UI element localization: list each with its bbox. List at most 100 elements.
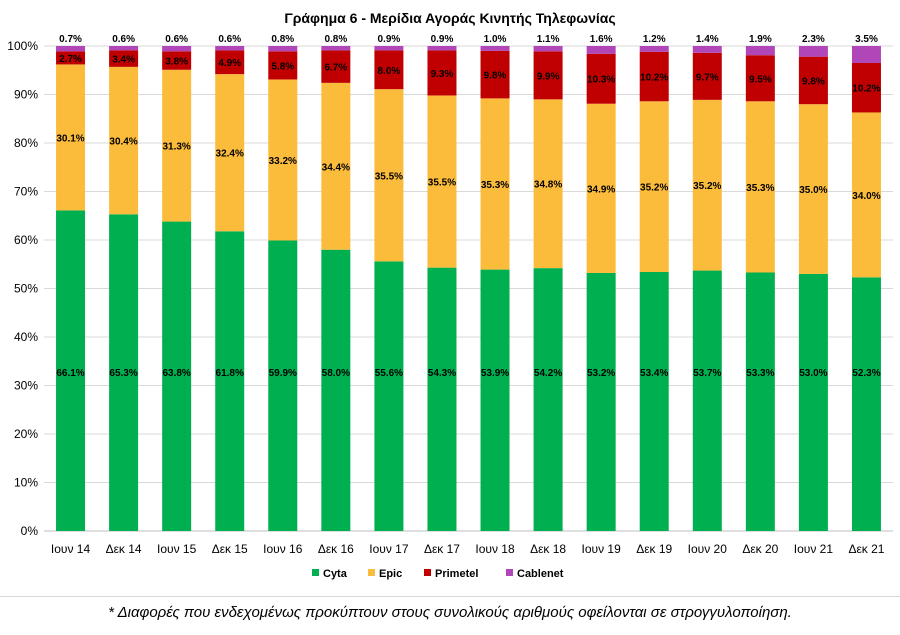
x-tick-label: Ιουν 16 (263, 542, 303, 556)
bar-group: 59.9% 33.2% 5.8% 0.8% (268, 34, 298, 532)
bar-segment-cyta (268, 240, 298, 532)
data-label-epic: 30.1% (56, 133, 84, 144)
data-label-cyta: 55.6% (375, 368, 403, 379)
bar-segment-primetel (427, 50, 457, 96)
x-tick-label: Ιουν 14 (51, 542, 91, 556)
legend-label: Cablenet (517, 568, 564, 580)
data-label-cyta: 53.9% (481, 368, 509, 379)
legend-swatch (312, 569, 319, 576)
bar-group: 53.9% 35.3% 9.8% 1.0% (480, 34, 510, 531)
legend-label: Cyta (323, 568, 348, 580)
data-label-cyta: 53.2% (587, 368, 615, 379)
y-tick-label: 60% (14, 233, 38, 247)
data-label-epic: 35.3% (746, 183, 774, 194)
y-tick-label: 10% (14, 476, 38, 490)
bar-segment-cyta (639, 272, 669, 531)
data-label-epic: 34.4% (322, 162, 350, 173)
bar-segment-primetel (798, 56, 828, 105)
bar-segment-cyta (851, 277, 881, 531)
bar-segment-epic (56, 64, 86, 211)
bar-segment-cablenet (480, 46, 510, 51)
x-tick-label: Ιουν 18 (475, 542, 515, 556)
bar-segment-primetel (480, 50, 510, 99)
y-tick-label: 50% (14, 282, 38, 296)
x-tick-label: Δεκ 18 (530, 542, 566, 556)
data-label-primetel: 9.7% (696, 72, 719, 83)
data-label-epic: 35.5% (375, 171, 403, 182)
bar-segment-cyta (692, 270, 722, 531)
data-label-epic: 33.2% (269, 156, 297, 167)
bar-group: 53.3% 35.3% 9.5% 1.9% (745, 34, 775, 531)
bar-segment-cyta (56, 210, 86, 532)
legend: Cyta Epic Primetel Cablenet (312, 568, 564, 580)
data-label-epic: 35.5% (428, 178, 456, 189)
data-label-cablenet: 0.9% (431, 34, 454, 45)
x-tick-label: Δεκ 17 (424, 542, 460, 556)
bar-segment-primetel (692, 52, 722, 100)
legend-item-primetel: Primetel (424, 568, 478, 580)
bar-group: 66.1% 30.1% 2.7% 0.7% (56, 34, 86, 532)
bar-segment-cablenet (109, 46, 139, 51)
data-label-epic: 35.0% (799, 185, 827, 196)
bar-segment-cyta (427, 267, 457, 531)
bar-group: 53.2% 34.9% 10.3% 1.6% (586, 34, 616, 531)
data-label-primetel: 9.9% (537, 71, 560, 82)
legend-item-epic: Epic (368, 568, 402, 580)
chart-title: Γράφημα 6 - Μερίδια Αγοράς Κινητής Τηλεφ… (284, 10, 615, 26)
bar-segment-epic (321, 82, 351, 250)
footnote-divider (0, 596, 900, 597)
legend-swatch (368, 569, 375, 576)
legend-item-cablenet: Cablenet (506, 568, 564, 580)
bar-segment-cablenet (56, 46, 86, 52)
legend-swatch (506, 569, 513, 576)
data-label-cyta: 54.3% (428, 368, 456, 379)
bar-segment-cyta (798, 273, 828, 531)
bar-segment-primetel (745, 55, 775, 102)
bar-segment-epic (639, 101, 669, 273)
bar-segment-cyta (480, 269, 510, 531)
data-label-cablenet: 1.6% (590, 34, 613, 45)
data-label-epic: 32.4% (216, 149, 244, 160)
y-axis: 0% 10% 20% 30% 40% 50% 60% 70% 80% 90% 100% (7, 39, 38, 538)
y-tick-label: 30% (14, 379, 38, 393)
data-label-primetel: 5.8% (271, 61, 294, 72)
data-label-cablenet: 0.9% (378, 34, 401, 45)
data-label-primetel: 9.8% (802, 76, 825, 87)
data-label-cyta: 53.3% (746, 368, 774, 379)
legend-label: Primetel (435, 568, 478, 580)
bar-segment-cyta (162, 221, 192, 531)
bar-segment-epic (533, 99, 563, 269)
data-label-epic: 35.2% (640, 183, 668, 194)
bar-group: 65.3% 30.4% 3.4% 0.6% (109, 34, 139, 532)
bar-group: 53.4% 35.2% 10.2% 1.2% (639, 34, 669, 531)
x-axis: Ιουν 14 Δεκ 14 Ιουν 15 Δεκ 15 Ιουν 16 Δεκ 16 Ι… (51, 542, 885, 556)
bar-group: 53.7% 35.2% 9.7% 1.4% (692, 34, 722, 531)
y-tick-label: 20% (14, 427, 38, 441)
y-tick-label: 70% (14, 185, 38, 199)
bar-segment-cyta (745, 272, 775, 531)
bar-group: 58.0% 34.4% 6.7% 0.8% (321, 34, 351, 531)
data-label-cablenet: 1.2% (643, 34, 666, 45)
bar-segment-cyta (109, 214, 139, 532)
data-label-cyta: 53.0% (799, 368, 827, 379)
y-tick-label: 90% (14, 88, 38, 102)
data-label-cablenet: 0.6% (218, 34, 241, 45)
bar-segment-epic (268, 79, 298, 241)
x-tick-label: Δεκ 19 (636, 542, 672, 556)
data-label-cyta: 58.0% (322, 368, 350, 379)
bar-segment-primetel (268, 51, 298, 80)
bar-segment-primetel (374, 50, 404, 90)
x-tick-label: Ιουν 21 (794, 542, 834, 556)
bar-segment-epic (798, 104, 828, 274)
data-label-cablenet: 1.0% (484, 34, 507, 45)
data-label-cyta: 65.3% (109, 368, 137, 379)
legend-item-cyta: Cyta (312, 568, 348, 580)
x-tick-label: Δεκ 21 (848, 542, 884, 556)
bar-segment-cyta (215, 231, 245, 531)
data-label-epic: 35.3% (481, 180, 509, 191)
data-label-cablenet: 1.1% (537, 34, 560, 45)
y-tick-label: 0% (21, 524, 39, 538)
data-label-primetel: 9.5% (749, 74, 772, 85)
bar-group: 52.3% 34.0% 10.2% 3.5% (851, 34, 881, 531)
bar-segment-cablenet (798, 46, 828, 57)
